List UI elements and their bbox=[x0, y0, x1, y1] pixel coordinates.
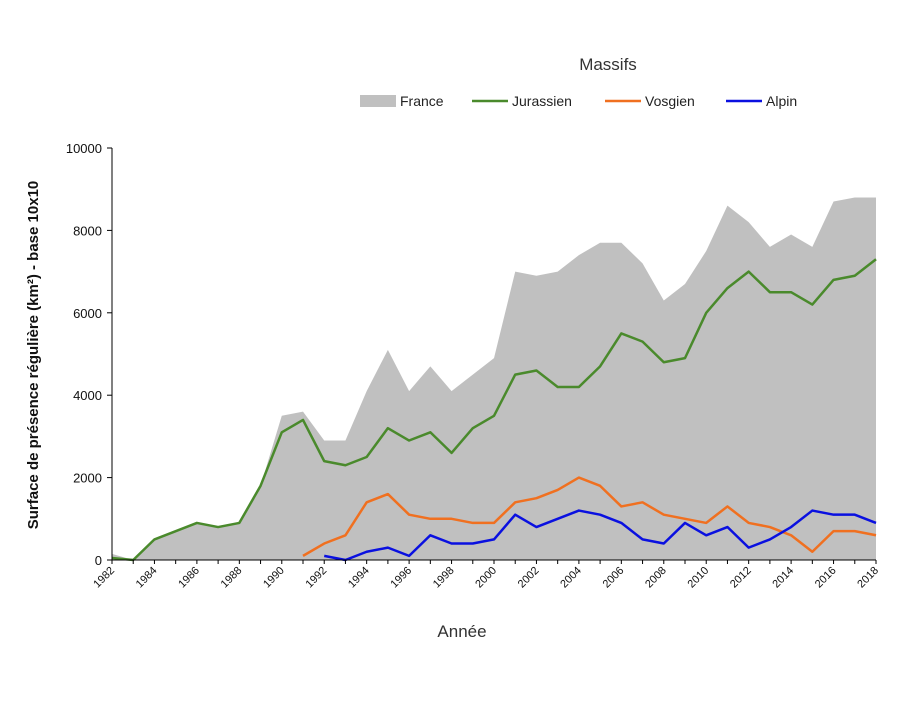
x-tick-label: 2006 bbox=[601, 565, 627, 591]
x-tick-label: 2010 bbox=[686, 565, 712, 591]
legend-label: France bbox=[400, 93, 444, 109]
x-tick-label: 2014 bbox=[770, 565, 796, 591]
x-tick-label: 1998 bbox=[431, 565, 457, 591]
legend: France Jurassien Vosgien Alpin bbox=[360, 93, 797, 109]
x-tick-label: 1990 bbox=[261, 565, 287, 591]
legend-item-jurassien: Jurassien bbox=[472, 93, 572, 109]
legend-swatch bbox=[360, 95, 396, 107]
series-jurassien-line bbox=[111, 258, 877, 562]
x-tick-label: 2002 bbox=[516, 565, 542, 591]
x-tick-label: 1986 bbox=[176, 565, 202, 591]
y-tick-label: 10000 bbox=[66, 141, 102, 156]
x-tick-label: 2004 bbox=[558, 565, 584, 591]
x-tick-label: 2012 bbox=[728, 565, 754, 591]
legend-label: Jurassien bbox=[512, 93, 572, 109]
x-tick-label: 2000 bbox=[473, 565, 499, 591]
legend-item-alpin: Alpin bbox=[726, 93, 797, 109]
y-tick-label: 8000 bbox=[73, 223, 102, 238]
axes bbox=[107, 147, 877, 564]
x-tick-label: 1996 bbox=[388, 565, 414, 591]
legend-label: Alpin bbox=[766, 93, 797, 109]
legend-label: Vosgien bbox=[645, 93, 695, 109]
y-tick-label: 2000 bbox=[73, 471, 102, 486]
legend-item-vosgien: Vosgien bbox=[605, 93, 695, 109]
x-tick-label: 2008 bbox=[643, 565, 669, 591]
y-tick-label: 0 bbox=[95, 553, 102, 568]
legend-title: Massifs bbox=[579, 55, 637, 74]
x-tick-label: 1982 bbox=[91, 565, 117, 591]
series-alpin-line bbox=[323, 509, 877, 562]
x-tick-label: 1984 bbox=[134, 565, 160, 591]
y-axis-label: Surface de présence régulière (km²) - ba… bbox=[25, 181, 42, 530]
x-tick-label: 1994 bbox=[346, 565, 372, 591]
y-tick-label: 4000 bbox=[73, 388, 102, 403]
y-tick-label: 6000 bbox=[73, 306, 102, 321]
series-vosgien-line bbox=[302, 476, 877, 557]
legend-item-france: France bbox=[360, 93, 444, 109]
series-france-area bbox=[112, 197, 876, 560]
x-tick-label: 1992 bbox=[304, 565, 330, 591]
x-tick-label: 1988 bbox=[219, 565, 245, 591]
x-tick-label: 2018 bbox=[855, 565, 881, 591]
x-axis-label: Année bbox=[437, 622, 486, 641]
plot-area bbox=[111, 197, 877, 562]
x-tick-label: 2016 bbox=[813, 565, 839, 591]
